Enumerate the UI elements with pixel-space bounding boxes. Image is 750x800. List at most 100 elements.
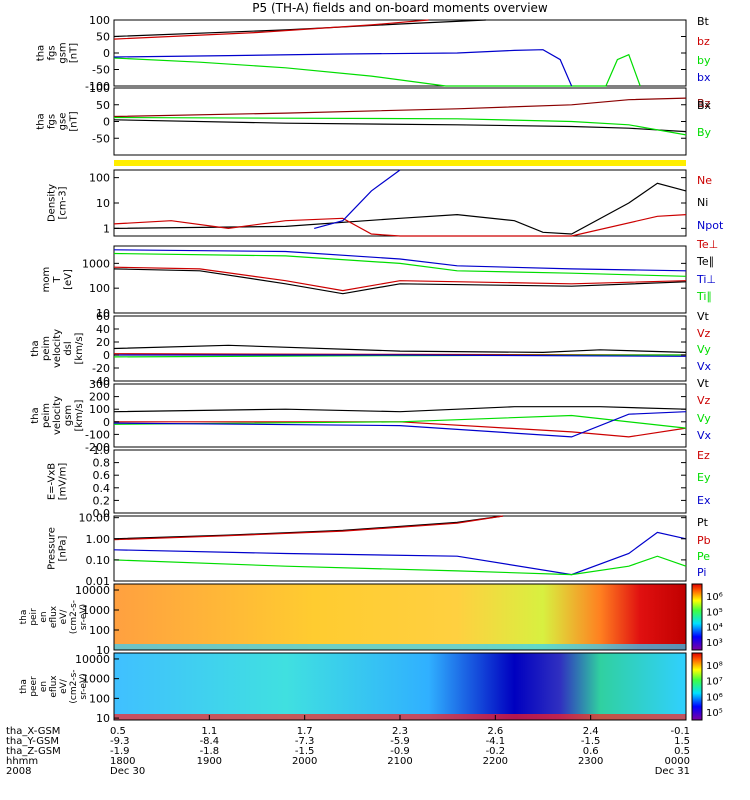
x-axis-value: 2.6 — [487, 726, 503, 737]
y-axis-label: mom — [41, 267, 52, 293]
legend-e-field-Ez: Ez — [697, 449, 710, 462]
series-density-Npot — [314, 169, 401, 229]
panel-fgs-gsm — [113, 19, 687, 87]
y-axis-label: en — [39, 681, 49, 692]
y-axis-label: eflux — [49, 675, 59, 698]
y-tick-label: 1000 — [82, 257, 110, 270]
x-axis-value: -8.4 — [200, 736, 220, 747]
y-tick-label: 20 — [96, 336, 110, 349]
y-tick-label: 0 — [103, 47, 110, 60]
legend-fgs-gsm-Bt: Bt — [697, 15, 710, 28]
panel-frame — [113, 169, 687, 237]
x-axis-row-label: tha_X-GSM — [6, 726, 60, 737]
y-axis-label: gse — [58, 113, 69, 131]
y-tick-label: 1000 — [82, 604, 110, 617]
panel-density — [113, 169, 687, 237]
y-tick-label: 0 — [103, 349, 110, 362]
x-axis-value: 2100 — [387, 756, 412, 767]
y-axis-label: gsm — [63, 405, 74, 426]
series-peim-velocity-gsm-Vx — [113, 411, 687, 438]
y-axis-label: [eV] — [63, 269, 74, 290]
x-axis-value: 1.5 — [674, 736, 690, 747]
x-axis-row-label: tha_Y-GSM — [6, 736, 59, 747]
legend-peim-velocity-gsm-Vz: Vz — [697, 394, 711, 407]
y-tick-label: 0 — [103, 416, 110, 429]
series-fgs-gse-By — [113, 116, 687, 136]
legend-peim-velocity-gsm-Vy: Vy — [697, 412, 711, 425]
legend-peim-velocity-dsl-Vt: Vt — [697, 310, 710, 323]
y-tick-label: 0.6 — [93, 469, 111, 482]
spectrogram-image — [114, 584, 686, 650]
legend-pressure-Pt: Pt — [697, 516, 709, 529]
series-fgs-gsm-Bt — [113, 19, 486, 38]
panel-peim-velocity-gsm — [113, 383, 687, 448]
series-density-Ni — [113, 182, 687, 235]
panel-e-field — [113, 449, 687, 514]
panel-frame — [113, 383, 687, 448]
legend-fgs-gsm-by: by — [697, 54, 711, 67]
y-tick-label: 50 — [96, 31, 110, 44]
y-axis-label: (cm2-s- — [69, 600, 79, 634]
x-axis-value: 1.7 — [297, 726, 313, 737]
series-pressure-Pb — [113, 515, 504, 541]
x-axis-value: 2200 — [483, 756, 508, 767]
y-tick-label: -100 — [85, 428, 110, 441]
y-tick-label: 0 — [103, 116, 110, 129]
colorbar-tick-label: 10³ — [706, 638, 723, 649]
y-tick-label: 0.0 — [93, 507, 111, 520]
legend-mom-temp-Ti∥: Ti∥ — [696, 290, 712, 303]
x-axis-value: 1900 — [197, 756, 222, 767]
y-axis-label: gsm — [58, 42, 69, 63]
y-tick-label: 10000 — [75, 584, 110, 597]
legend-peim-velocity-dsl-Vx: Vx — [697, 360, 712, 373]
series-pressure-Pe — [113, 555, 687, 576]
spectrogram-peer-en-eflux — [113, 652, 703, 721]
y-axis-label: peim — [41, 336, 52, 361]
colorbar-tick-label: 10⁷ — [706, 677, 723, 688]
y-axis-label: [nT] — [69, 111, 80, 131]
y-tick-label: 0.8 — [93, 457, 111, 470]
y-tick-label: 300 — [89, 378, 110, 391]
colorbar-tick-label: 10⁶ — [706, 692, 723, 703]
y-tick-label: 100 — [89, 624, 110, 637]
x-axis-value: 1800 — [110, 756, 135, 767]
legend-fgs-gse-Bx: Bx — [697, 99, 712, 112]
y-tick-label: 0.2 — [93, 494, 111, 507]
x-axis-value: 2.4 — [583, 726, 599, 737]
y-tick-label: 50 — [96, 99, 110, 112]
legend-fgs-gse-By: By — [697, 126, 712, 139]
y-tick-label: 10 — [96, 307, 110, 320]
panel-peim-velocity-dsl — [113, 315, 687, 382]
y-axis-label: tha — [19, 610, 29, 625]
y-axis-label: [nT] — [69, 43, 80, 63]
x-axis-value: 0.6 — [583, 746, 599, 757]
y-tick-label: 100 — [89, 403, 110, 416]
panel-fgs-gse — [113, 87, 687, 156]
x-axis-value: -0.2 — [486, 746, 506, 757]
y-axis-label: tha — [30, 340, 41, 356]
x-axis-row-label: hhmm — [6, 756, 38, 767]
panel-frame — [113, 583, 687, 651]
panel-mom-temp — [113, 245, 687, 314]
y-axis-label: velocity — [52, 396, 63, 435]
y-axis-label: peir — [29, 608, 39, 626]
legend-density-Ni: Ni — [697, 196, 708, 209]
legend-fgs-gsm-bz: bz — [697, 35, 710, 48]
series-peim-velocity-gsm-Vy — [113, 414, 687, 429]
y-tick-label: 0.10 — [86, 554, 111, 567]
y-tick-label: 0.01 — [86, 575, 111, 588]
colorbar — [691, 583, 703, 651]
y-axis-label: dsl — [63, 341, 74, 355]
legend-e-field-Ey: Ey — [697, 471, 711, 484]
series-peim-velocity-dsl-Vx — [114, 354, 687, 357]
y-tick-label: 0.4 — [93, 482, 111, 495]
series-fgs-gse-Bx — [113, 119, 687, 133]
legend-pressure-Pb: Pb — [697, 534, 711, 547]
y-axis-label: tha — [36, 113, 47, 129]
y-axis-label: [mV/m] — [58, 463, 69, 501]
y-axis-label: Pressure — [47, 527, 58, 570]
legend-fgs-gse-Bz: Bz — [697, 97, 711, 110]
x-axis-value: 0.5 — [110, 726, 126, 737]
y-tick-label: 1 — [103, 222, 110, 235]
x-axis-value: -4.1 — [486, 736, 506, 747]
